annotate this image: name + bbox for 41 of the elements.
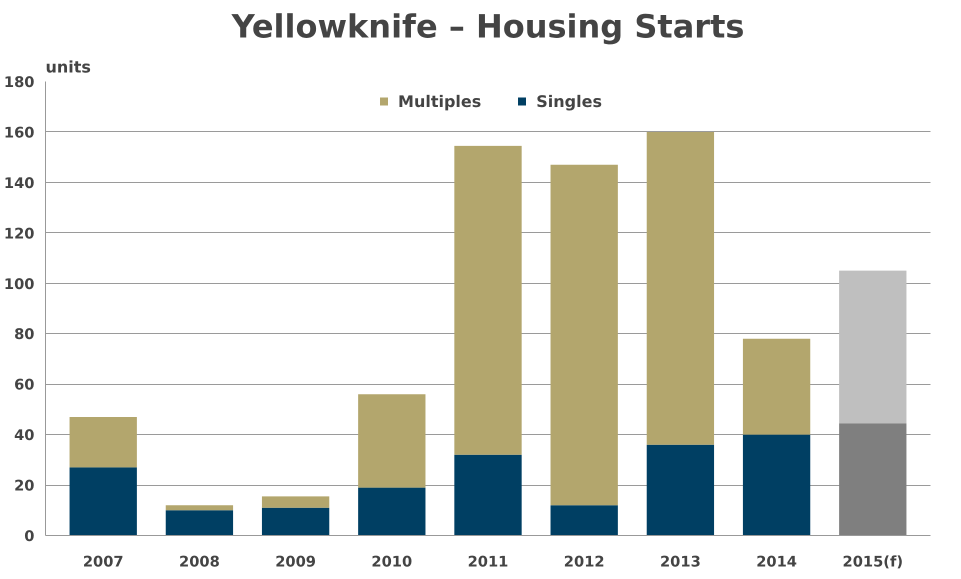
legend-label: Multiples (398, 92, 482, 110)
y-tick-label: 20 (14, 478, 35, 495)
bar (742, 434, 810, 536)
bar (358, 394, 426, 488)
x-tick-label: 2014 (756, 554, 797, 570)
x-tick-label: 2009 (275, 554, 316, 570)
x-tick-label: 2015(f) (842, 554, 904, 570)
x-tick-label: 2008 (179, 554, 220, 570)
bar (70, 416, 137, 468)
y-tick-label: 180 (4, 74, 34, 91)
x-tick-label: 2011 (468, 554, 508, 570)
x-tick-label: 2010 (371, 554, 412, 570)
bar (839, 423, 906, 536)
y-axis-title: units (46, 58, 91, 76)
y-tick-label: 60 (14, 376, 35, 394)
bar (550, 505, 618, 536)
y-tick-label: 140 (4, 174, 34, 192)
bar (166, 505, 234, 510)
bar (166, 510, 234, 536)
bar (454, 454, 522, 536)
x-tick-label: 2007 (82, 554, 124, 570)
bar (550, 164, 618, 506)
y-tick-label: 0 (24, 528, 35, 545)
bar (358, 488, 426, 536)
chart-title: Yellowknife – Housing Starts (230, 8, 744, 46)
bar (262, 508, 330, 536)
y-tick-label: 40 (14, 427, 35, 444)
bar (742, 338, 810, 435)
x-tick-label: 2012 (564, 554, 605, 570)
y-tick-label: 160 (4, 124, 34, 142)
bar (454, 146, 522, 455)
y-tick-label: 80 (14, 326, 35, 344)
x-tick-label: 2013 (660, 554, 701, 570)
legend-label: Singles (536, 92, 602, 110)
bar (646, 444, 714, 536)
bar (839, 270, 906, 424)
bar (262, 496, 330, 508)
bar (646, 132, 714, 445)
bar (70, 467, 137, 536)
y-tick-label: 120 (4, 225, 34, 242)
y-tick-label: 100 (4, 276, 34, 293)
